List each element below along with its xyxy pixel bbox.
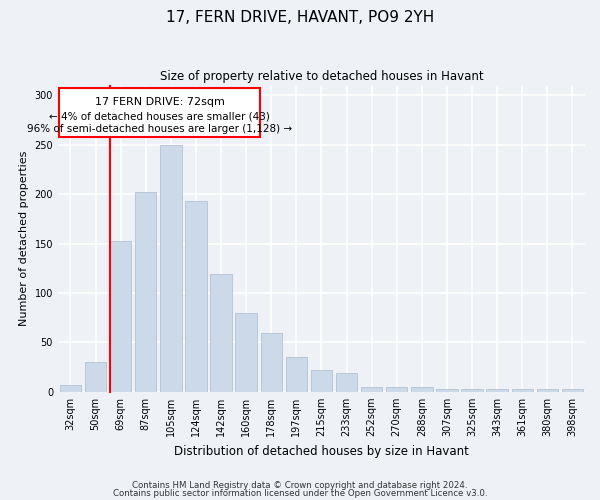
Text: ← 4% of detached houses are smaller (43): ← 4% of detached houses are smaller (43) (49, 111, 270, 121)
Text: 17 FERN DRIVE: 72sqm: 17 FERN DRIVE: 72sqm (95, 98, 224, 108)
Bar (361, 387, 382, 392)
Bar (512, 389, 533, 392)
Bar (211, 274, 232, 392)
Bar (562, 389, 583, 392)
Text: Contains public sector information licensed under the Open Government Licence v3: Contains public sector information licen… (113, 488, 487, 498)
Bar (436, 389, 458, 392)
Bar (185, 201, 206, 392)
Bar (60, 385, 81, 392)
FancyBboxPatch shape (59, 88, 260, 137)
Bar (260, 332, 282, 392)
Text: 96% of semi-detached houses are larger (1,128) →: 96% of semi-detached houses are larger (… (27, 124, 292, 134)
Bar (536, 389, 558, 392)
Bar (135, 192, 157, 392)
X-axis label: Distribution of detached houses by size in Havant: Distribution of detached houses by size … (174, 444, 469, 458)
Bar (110, 240, 131, 392)
Y-axis label: Number of detached properties: Number of detached properties (19, 151, 29, 326)
Text: 17, FERN DRIVE, HAVANT, PO9 2YH: 17, FERN DRIVE, HAVANT, PO9 2YH (166, 10, 434, 25)
Bar (487, 389, 508, 392)
Bar (311, 370, 332, 392)
Bar (336, 373, 357, 392)
Title: Size of property relative to detached houses in Havant: Size of property relative to detached ho… (160, 70, 483, 83)
Bar (160, 145, 182, 392)
Bar (286, 357, 307, 392)
Bar (85, 362, 106, 392)
Bar (386, 387, 407, 392)
Text: Contains HM Land Registry data © Crown copyright and database right 2024.: Contains HM Land Registry data © Crown c… (132, 481, 468, 490)
Bar (411, 387, 433, 392)
Bar (461, 389, 483, 392)
Bar (235, 313, 257, 392)
